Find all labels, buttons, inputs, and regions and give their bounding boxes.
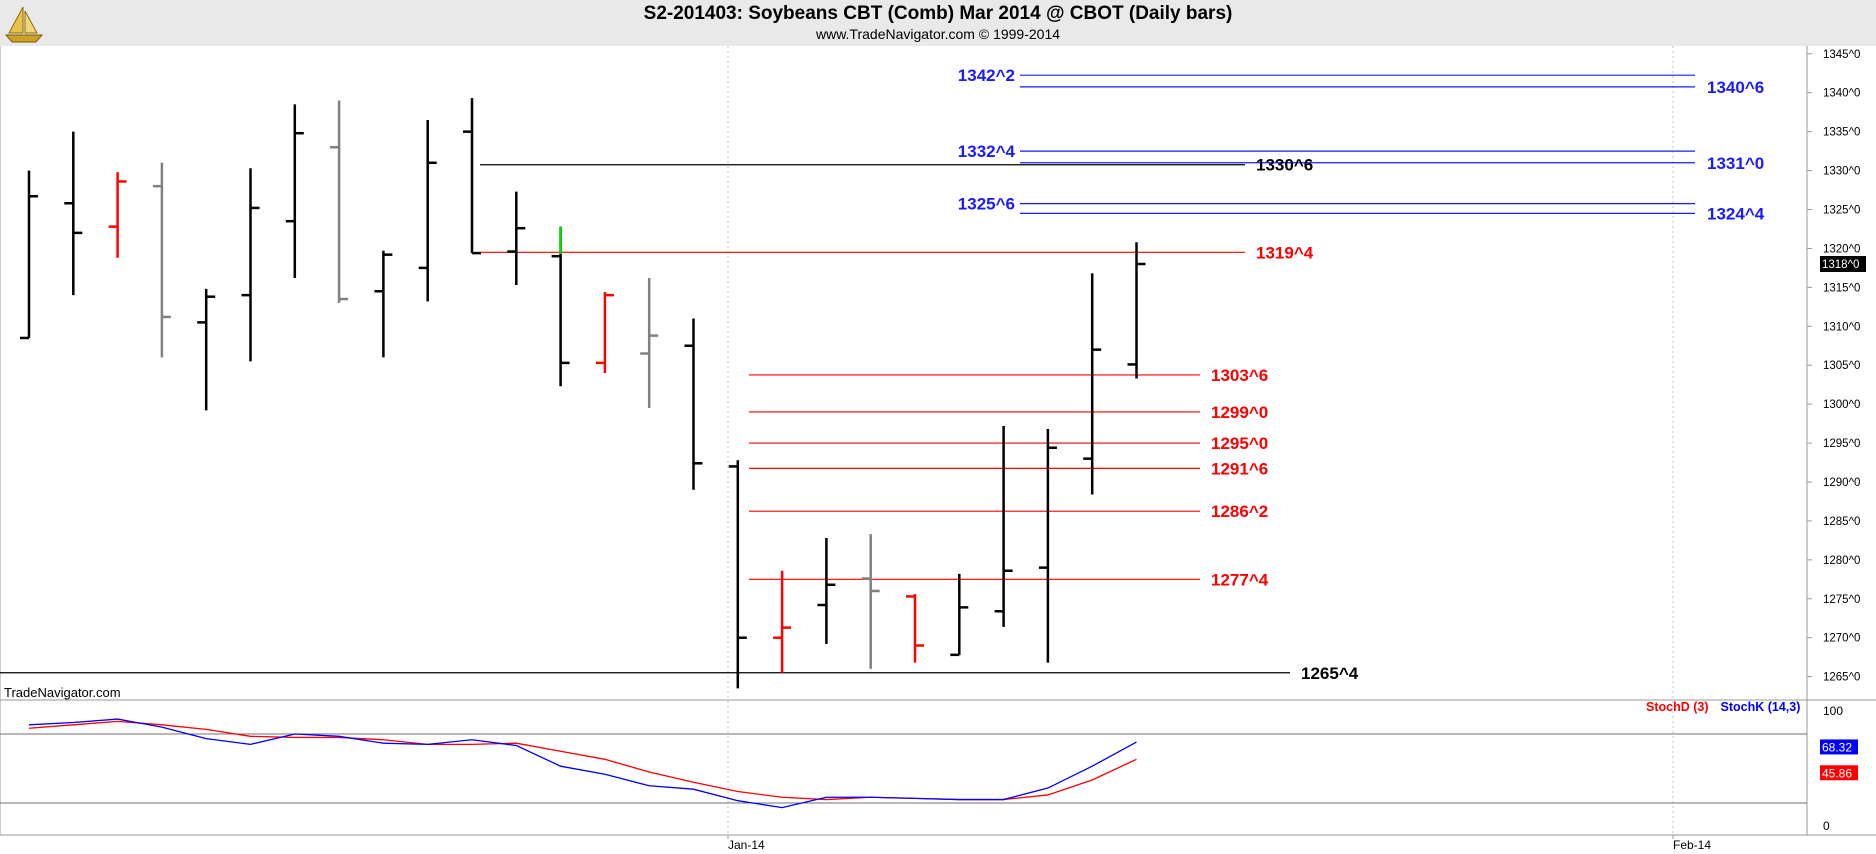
y-tick-label: 1320^0 xyxy=(1823,243,1860,255)
ohlc-bar xyxy=(197,288,216,411)
ohlc-bar xyxy=(152,162,171,358)
chart-title: S2-201403: Soybeans CBT (Comb) Mar 2014 … xyxy=(643,3,1233,24)
y-tick-label: 1335^0 xyxy=(1823,127,1860,139)
price-pane xyxy=(0,46,1876,700)
ohlc-bar xyxy=(773,570,792,673)
watermark: TradeNavigator.com xyxy=(4,685,121,700)
ohlc-bar xyxy=(684,318,703,490)
current-price-box xyxy=(1820,256,1866,272)
ohlc-bar xyxy=(728,460,747,689)
y-tick-label: 1305^0 xyxy=(1823,360,1860,372)
level-label: 1340^6 xyxy=(1707,78,1764,97)
stoch-value-box xyxy=(1820,739,1858,755)
level-label: 1277^4 xyxy=(1211,570,1269,589)
ohlc-bar xyxy=(330,100,349,303)
price-axis: 1265^0 1270^0 1275^0 1280^0 1285^0 1290^0 1295… xyxy=(1807,49,1866,684)
level-label: 1265^4 xyxy=(1301,664,1359,683)
y-tick-label: 1345^0 xyxy=(1823,49,1860,61)
chart-subtitle: www.TradeNavigator.com © 1999-2014 xyxy=(815,26,1061,42)
chart-frame xyxy=(0,46,1876,854)
y-tick-label: 1330^0 xyxy=(1823,166,1860,178)
ohlc-bar xyxy=(994,425,1013,627)
stoch-line xyxy=(28,718,1137,809)
x-tick-label: Jan-14 xyxy=(728,838,765,852)
level-label: 1330^6 xyxy=(1256,156,1313,175)
y-tick-label: 1265^0 xyxy=(1823,672,1860,684)
ohlc-bar xyxy=(374,250,393,358)
ohlc-bar xyxy=(418,119,437,302)
ohlc-bar xyxy=(595,292,614,373)
y-tick-label: 1275^0 xyxy=(1823,594,1860,606)
level-label: 1303^6 xyxy=(1211,366,1268,385)
level-label: 1324^4 xyxy=(1707,204,1765,223)
price-levels: 1342^2 1340^6 1332^4 1331^0 1330^6 1325^6 1324… xyxy=(0,66,1765,683)
level-label: 1332^4 xyxy=(958,142,1016,161)
y-tick-label: 1315^0 xyxy=(1823,282,1860,294)
y-tick-label: 1325^0 xyxy=(1823,205,1860,217)
x-tick-label: Feb-14 xyxy=(1673,838,1711,852)
y-tick-label: 1295^0 xyxy=(1823,438,1860,450)
ohlc-bar xyxy=(640,278,659,409)
y-tick-label: 1340^0 xyxy=(1823,88,1860,100)
stochastic-legend: StochD (3) StochK (14,3) xyxy=(1646,700,1812,714)
level-label: 1299^0 xyxy=(1211,403,1268,422)
stoch-value-label: 45.86 xyxy=(1822,766,1852,780)
ohlc-bar xyxy=(1038,429,1057,663)
stoch-tick-label: 100 xyxy=(1823,704,1843,718)
level-label: 1331^0 xyxy=(1707,154,1764,173)
y-tick-label: 1280^0 xyxy=(1823,555,1860,567)
level-label: 1291^6 xyxy=(1211,459,1268,478)
ohlc-bar xyxy=(507,191,526,286)
sailboat-logo-icon xyxy=(4,6,44,43)
ohlc-bar xyxy=(906,594,924,663)
ohlc-bar xyxy=(861,534,880,669)
y-tick-label: 1300^0 xyxy=(1823,399,1860,411)
ohlc-bar xyxy=(817,538,836,644)
ohlc-bar xyxy=(64,131,83,296)
level-label: 1342^2 xyxy=(958,66,1015,85)
ohlc-bar xyxy=(20,170,38,340)
stochastic-panel: 0 100 68.32 45.86 xyxy=(0,704,1858,833)
current-price-label: 1318^0 xyxy=(1822,259,1859,271)
stoch-value-box xyxy=(1820,765,1858,781)
level-label: 1286^2 xyxy=(1211,502,1268,521)
date-axis-band xyxy=(0,835,1876,854)
legend-stoch-k: StochK (14,3) xyxy=(1720,700,1801,714)
y-tick-label: 1285^0 xyxy=(1823,516,1860,528)
stochastic-pane xyxy=(0,700,1876,835)
ohlc-bar xyxy=(950,573,969,657)
ohlc-bar xyxy=(463,98,481,255)
stoch-value-label: 68.32 xyxy=(1822,740,1852,754)
ohlc-bar xyxy=(1083,273,1102,495)
price-bars xyxy=(20,98,1146,689)
y-tick-label: 1310^0 xyxy=(1823,321,1860,333)
ohlc-bar xyxy=(1127,242,1146,379)
level-label: 1325^6 xyxy=(958,195,1015,214)
ohlc-bar xyxy=(241,168,260,362)
stoch-tick-label: 0 xyxy=(1823,819,1830,833)
y-tick-label: 1270^0 xyxy=(1823,633,1860,645)
y-tick-label: 1290^0 xyxy=(1823,477,1860,489)
level-label: 1295^0 xyxy=(1211,434,1268,453)
ohlc-bar xyxy=(108,172,127,258)
date-axis: Jan-14 Feb-14 xyxy=(727,835,1711,852)
chart-header: S2-201403: Soybeans CBT (Comb) Mar 2014 … xyxy=(0,0,1876,46)
ohlc-bar xyxy=(285,104,304,279)
legend-stoch-d: StochD (3) xyxy=(1646,700,1709,714)
level-label: 1319^4 xyxy=(1256,243,1314,262)
